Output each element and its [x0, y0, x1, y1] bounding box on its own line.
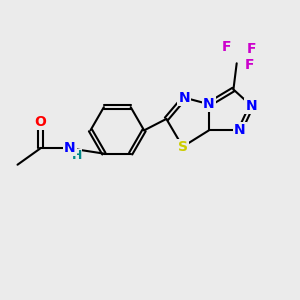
Text: F: F [247, 42, 256, 56]
Text: N: N [246, 99, 257, 113]
Text: N: N [234, 123, 246, 137]
Text: H: H [72, 149, 82, 162]
Text: N: N [203, 97, 215, 111]
Text: F: F [222, 40, 232, 54]
Text: F: F [245, 58, 254, 72]
Text: S: S [178, 140, 188, 154]
Text: N: N [178, 91, 190, 105]
Text: N: N [64, 141, 76, 155]
Text: O: O [34, 115, 46, 129]
